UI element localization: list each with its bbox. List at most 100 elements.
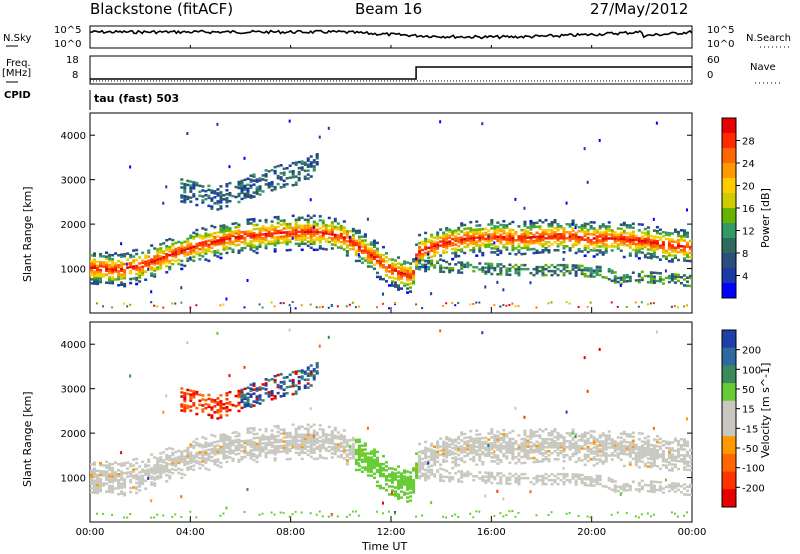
velocity-cell (646, 490, 650, 493)
power-cell (493, 235, 497, 238)
velocity-cell (463, 460, 467, 464)
velocity-cell (622, 483, 626, 486)
velocity-cell (150, 483, 154, 486)
power-cell (276, 225, 280, 229)
velocity-cell (577, 514, 580, 517)
velocity-cell (333, 428, 337, 432)
power-cell (478, 244, 482, 247)
power-cell (475, 232, 479, 235)
power-cell (216, 188, 220, 191)
power-cell (448, 228, 452, 231)
power-cell (285, 235, 289, 238)
velocity-cell (315, 441, 319, 445)
power-cell (631, 242, 635, 246)
power-cell (201, 237, 205, 240)
power-cell (219, 207, 223, 210)
power-cell (439, 240, 443, 243)
velocity-cell (484, 454, 488, 458)
power-cell (619, 249, 623, 252)
power-cell (306, 230, 310, 234)
velocity-cell (502, 454, 506, 458)
power-cell (318, 237, 322, 240)
power-cell (186, 183, 190, 187)
velocity-cell (556, 438, 560, 441)
velocity-cell (162, 451, 166, 454)
velocity-cell (318, 450, 322, 453)
velocity-cell (397, 475, 401, 478)
power-cell (300, 304, 303, 307)
power-cell (156, 250, 160, 253)
velocity-cell (183, 455, 187, 459)
velocity-cell (505, 514, 508, 517)
velocity-cell (264, 441, 268, 445)
velocity-cell (363, 454, 367, 457)
velocity-cell (589, 452, 593, 455)
power-cell (264, 179, 268, 182)
velocity-cell (108, 486, 112, 490)
velocity-cell (318, 440, 322, 443)
power-cell (571, 229, 575, 232)
velocity-cell (532, 442, 536, 446)
power-cell (93, 266, 97, 269)
velocity-cell (592, 430, 596, 433)
velocity-cell (622, 448, 626, 452)
power-cell (225, 235, 229, 239)
velocity-cell (231, 439, 235, 443)
power-cell (484, 272, 488, 275)
velocity-cell (135, 485, 139, 489)
velocity-cell (156, 469, 160, 472)
power-cell (186, 132, 189, 136)
velocity-cell (144, 487, 148, 490)
power-cell (427, 240, 431, 244)
power-cell (424, 267, 428, 271)
power-cell (589, 273, 593, 276)
power-cell (580, 224, 584, 227)
velocity-cell (381, 462, 385, 466)
power-cell (397, 272, 401, 275)
power-cell (670, 279, 674, 282)
power-cell (252, 173, 256, 176)
power-cell (391, 284, 394, 287)
velocity-cell (496, 430, 500, 433)
velocity-cell (96, 491, 100, 495)
power-cell (556, 239, 560, 242)
power-cell (658, 236, 662, 239)
velocity-cell (345, 463, 349, 466)
power-cell (246, 222, 250, 225)
velocity-cell (225, 402, 229, 405)
velocity-cell (111, 480, 115, 484)
velocity-cell (427, 476, 431, 480)
power-cell (538, 269, 542, 273)
velocity-cell (258, 396, 262, 399)
power-cell (261, 225, 265, 228)
power-cell (487, 237, 491, 240)
velocity-cell (454, 452, 458, 455)
velocity-cell (270, 443, 274, 446)
power-cell (541, 239, 545, 242)
power-cell (270, 236, 274, 239)
velocity-cell (418, 470, 422, 474)
velocity-cell (451, 452, 455, 456)
velocity-cell (306, 423, 310, 427)
power-cell (318, 235, 322, 238)
power-cell (616, 243, 620, 246)
velocity-cell (324, 457, 328, 460)
power-cell (502, 219, 506, 223)
power-cell (523, 206, 526, 210)
velocity-cell (261, 448, 265, 451)
velocity-cell (484, 442, 488, 446)
power-cell (372, 255, 376, 259)
velocity-cell (430, 456, 434, 460)
power-cell (336, 222, 340, 225)
velocity-cell (162, 467, 166, 470)
velocity-cell (421, 514, 424, 517)
power-cell (222, 232, 226, 235)
power-cell (288, 248, 292, 252)
velocity-cell (472, 437, 476, 441)
power-cell (574, 272, 578, 275)
velocity-cell (550, 432, 554, 435)
power-cell (595, 253, 599, 256)
velocity-cell (670, 488, 674, 491)
power-cell (306, 220, 310, 224)
power-cell (670, 244, 674, 247)
